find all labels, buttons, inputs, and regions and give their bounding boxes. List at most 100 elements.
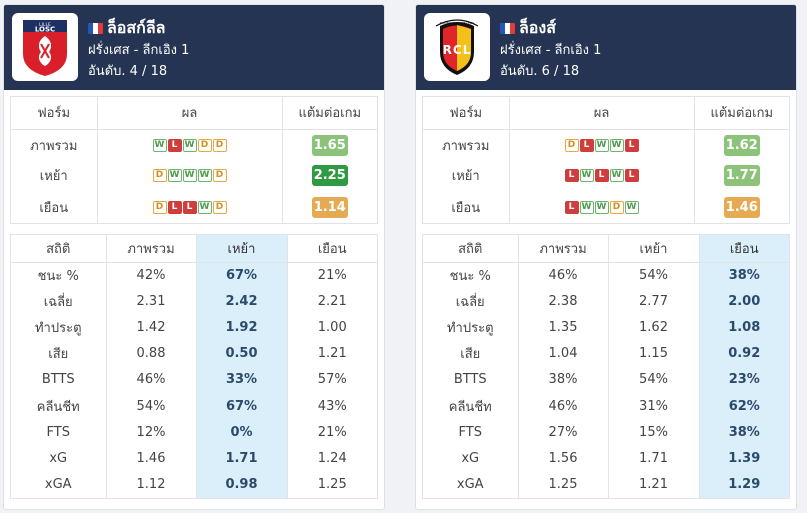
stats-row: ทำประตู 1.42 1.92 1.00 xyxy=(11,314,377,341)
team-league[interactable]: ฝรั่งเศส - ลีกเอิง 1 xyxy=(88,43,190,58)
stats-row: เสีย 1.04 1.15 0.92 xyxy=(423,340,789,367)
stats-row: FTS 27% 15% 38% xyxy=(423,419,789,446)
stat-overall: 1.12 xyxy=(106,471,197,498)
stat-label: ชนะ % xyxy=(11,262,107,289)
form-label: เหย้า xyxy=(11,160,98,192)
stat-overall: 12% xyxy=(106,419,197,446)
stat-label: เสีย xyxy=(423,340,519,367)
stat-overall: 2.31 xyxy=(106,288,197,315)
team-rank: อันดับ. 4 / 18 xyxy=(88,64,168,79)
stat-label: ทำประตู xyxy=(11,314,107,341)
stat-away: 43% xyxy=(317,398,347,414)
stat-away: 1.00 xyxy=(317,319,347,335)
stat-label: xGA xyxy=(11,471,107,498)
result-badge: L xyxy=(564,200,579,214)
result-badge: W xyxy=(167,169,182,183)
team-name[interactable]: ล็องส์ xyxy=(519,17,556,37)
stat-home: 1.62 xyxy=(608,314,700,341)
result-badge: L xyxy=(564,169,579,183)
result-badge: D xyxy=(197,139,212,153)
result-badge: W xyxy=(624,200,639,214)
stat-home: 1.15 xyxy=(608,340,700,367)
stat-home: 0% xyxy=(196,419,288,446)
form-label: เยือน xyxy=(11,191,98,223)
stat-overall: 0.88 xyxy=(106,340,197,367)
team-card-lens: RACING CLUB DE LENS RCL ล็องส์ ฝรั่งเศส … xyxy=(415,4,797,510)
result-badge: D xyxy=(564,139,579,153)
ppg-header: แต้มต่อเกม xyxy=(694,97,789,130)
svg-text:LILLE: LILLE xyxy=(39,22,51,28)
result-badge: W xyxy=(579,200,594,214)
stats-row: BTTS 38% 54% 23% xyxy=(423,366,789,393)
stat-home: 31% xyxy=(608,392,700,420)
stat-home: 0.50 xyxy=(196,340,288,367)
svg-text:LOSC: LOSC xyxy=(35,26,55,34)
form-label: ภาพรวม xyxy=(11,129,98,161)
form-label: ภาพรวม xyxy=(423,129,510,161)
stat-home: 2.42 xyxy=(196,288,288,315)
stats-row: เฉลี่ย 2.31 2.42 2.21 xyxy=(11,288,377,315)
form-header: ฟอร์ม xyxy=(423,97,510,130)
team-logo[interactable]: RACING CLUB DE LENS RCL xyxy=(424,13,490,81)
result-badge: D xyxy=(212,169,227,183)
stats-row: คลีนชีท 54% 67% 43% xyxy=(11,392,377,420)
result-badge: L xyxy=(167,200,182,214)
stat-overall: 1.42 xyxy=(106,314,197,341)
result-badge: W xyxy=(609,169,624,183)
stat-home: 54% xyxy=(608,366,700,393)
stat-away: 1.29 xyxy=(699,471,789,498)
stat-overall: 38% xyxy=(518,366,609,393)
result-badge: L xyxy=(624,169,639,183)
stat-overall: 46% xyxy=(106,366,197,393)
stat-home: 2.77 xyxy=(608,288,700,315)
stat-home: 67% xyxy=(196,392,288,420)
ppg-badge: 1.77 xyxy=(723,165,760,187)
stats-row: ชนะ % 46% 54% 38% xyxy=(423,262,789,289)
stat-away: 38% xyxy=(699,419,789,446)
team-name[interactable]: ล็อสก์ลีล xyxy=(107,17,166,37)
overall-header: ภาพรวม xyxy=(106,235,197,263)
stats-table: สถิติ ภาพรวม เหย้า เยือน ชนะ % 46% 54% 38% เ… xyxy=(422,234,790,499)
ppg-header: แต้มต่อเกม xyxy=(282,97,377,130)
stat-label: BTTS xyxy=(11,366,107,393)
stat-home: 67% xyxy=(196,262,288,289)
stat-away: 38% xyxy=(699,262,789,289)
stat-overall: 1.25 xyxy=(518,471,609,498)
home-header: เหย้า xyxy=(196,235,288,263)
overall-header: ภาพรวม xyxy=(518,235,609,263)
team-league[interactable]: ฝรั่งเศส - ลีกเอิง 1 xyxy=(500,43,602,58)
stat-overall: 2.38 xyxy=(518,288,609,315)
stat-label: คลีนชีท xyxy=(11,392,107,420)
stat-overall: 1.35 xyxy=(518,314,609,341)
away-header: เยือน xyxy=(699,235,789,263)
stat-home: 15% xyxy=(608,419,700,446)
stats-row: เสีย 0.88 0.50 1.21 xyxy=(11,340,377,367)
result-badge: L xyxy=(167,139,182,153)
stat-away: 1.08 xyxy=(699,314,789,341)
rc-lens-crest-icon: RACING CLUB DE LENS RCL xyxy=(435,19,479,75)
ppg-badge: 1.65 xyxy=(311,135,348,157)
stat-away: 1.24 xyxy=(317,450,347,466)
stats-header: สถิติ xyxy=(423,235,519,263)
stat-overall: 1.04 xyxy=(518,340,609,367)
stat-label: FTS xyxy=(423,419,519,446)
stat-home: 1.71 xyxy=(196,445,288,472)
stat-home: 1.92 xyxy=(196,314,288,341)
stat-label: คลีนชีท xyxy=(423,392,519,420)
stat-home: 0.98 xyxy=(196,471,288,498)
team-header: LILLE LOSC ล็อสก์ลีล ฝรั่งเศส - ลีกเอิง … xyxy=(4,5,384,90)
result-badge: W xyxy=(579,169,594,183)
ppg-badge: 2.25 xyxy=(311,165,348,187)
result-badge: W xyxy=(609,139,624,153)
result-badge: D xyxy=(152,200,167,214)
team-logo[interactable]: LILLE LOSC xyxy=(12,13,78,81)
result-badge: W xyxy=(594,139,609,153)
